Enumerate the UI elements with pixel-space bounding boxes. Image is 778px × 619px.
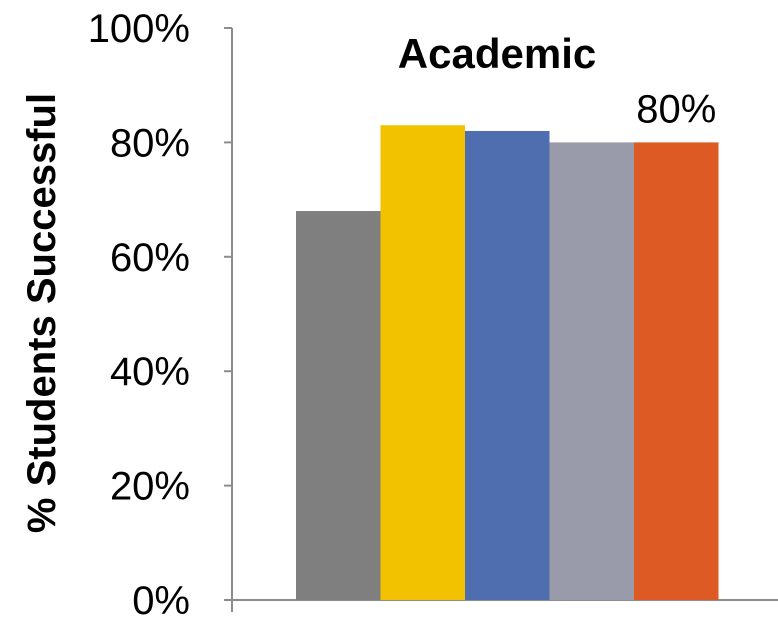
y-tick-label: 20% — [110, 465, 190, 509]
y-tick-label: 60% — [110, 236, 190, 280]
bar — [465, 130, 550, 600]
bars — [296, 125, 719, 601]
y-tick-label: 40% — [110, 350, 190, 394]
bar — [380, 125, 465, 601]
y-tick-label: 100% — [88, 7, 190, 51]
y-tick-label: 80% — [110, 121, 190, 165]
bar — [549, 142, 634, 600]
bar — [634, 142, 719, 600]
y-axis-ticks: 0% 20% 40% 60% 80% 100% — [88, 7, 190, 619]
y-axis-label: % Students Successful — [20, 93, 64, 533]
bar-data-label: 80% — [636, 87, 716, 131]
y-axis-tick-marks — [224, 27, 232, 601]
chart-title: Academic — [398, 30, 596, 77]
y-tick-label: 0% — [132, 579, 190, 619]
bar — [296, 211, 381, 601]
data-labels: 80% — [636, 87, 716, 131]
